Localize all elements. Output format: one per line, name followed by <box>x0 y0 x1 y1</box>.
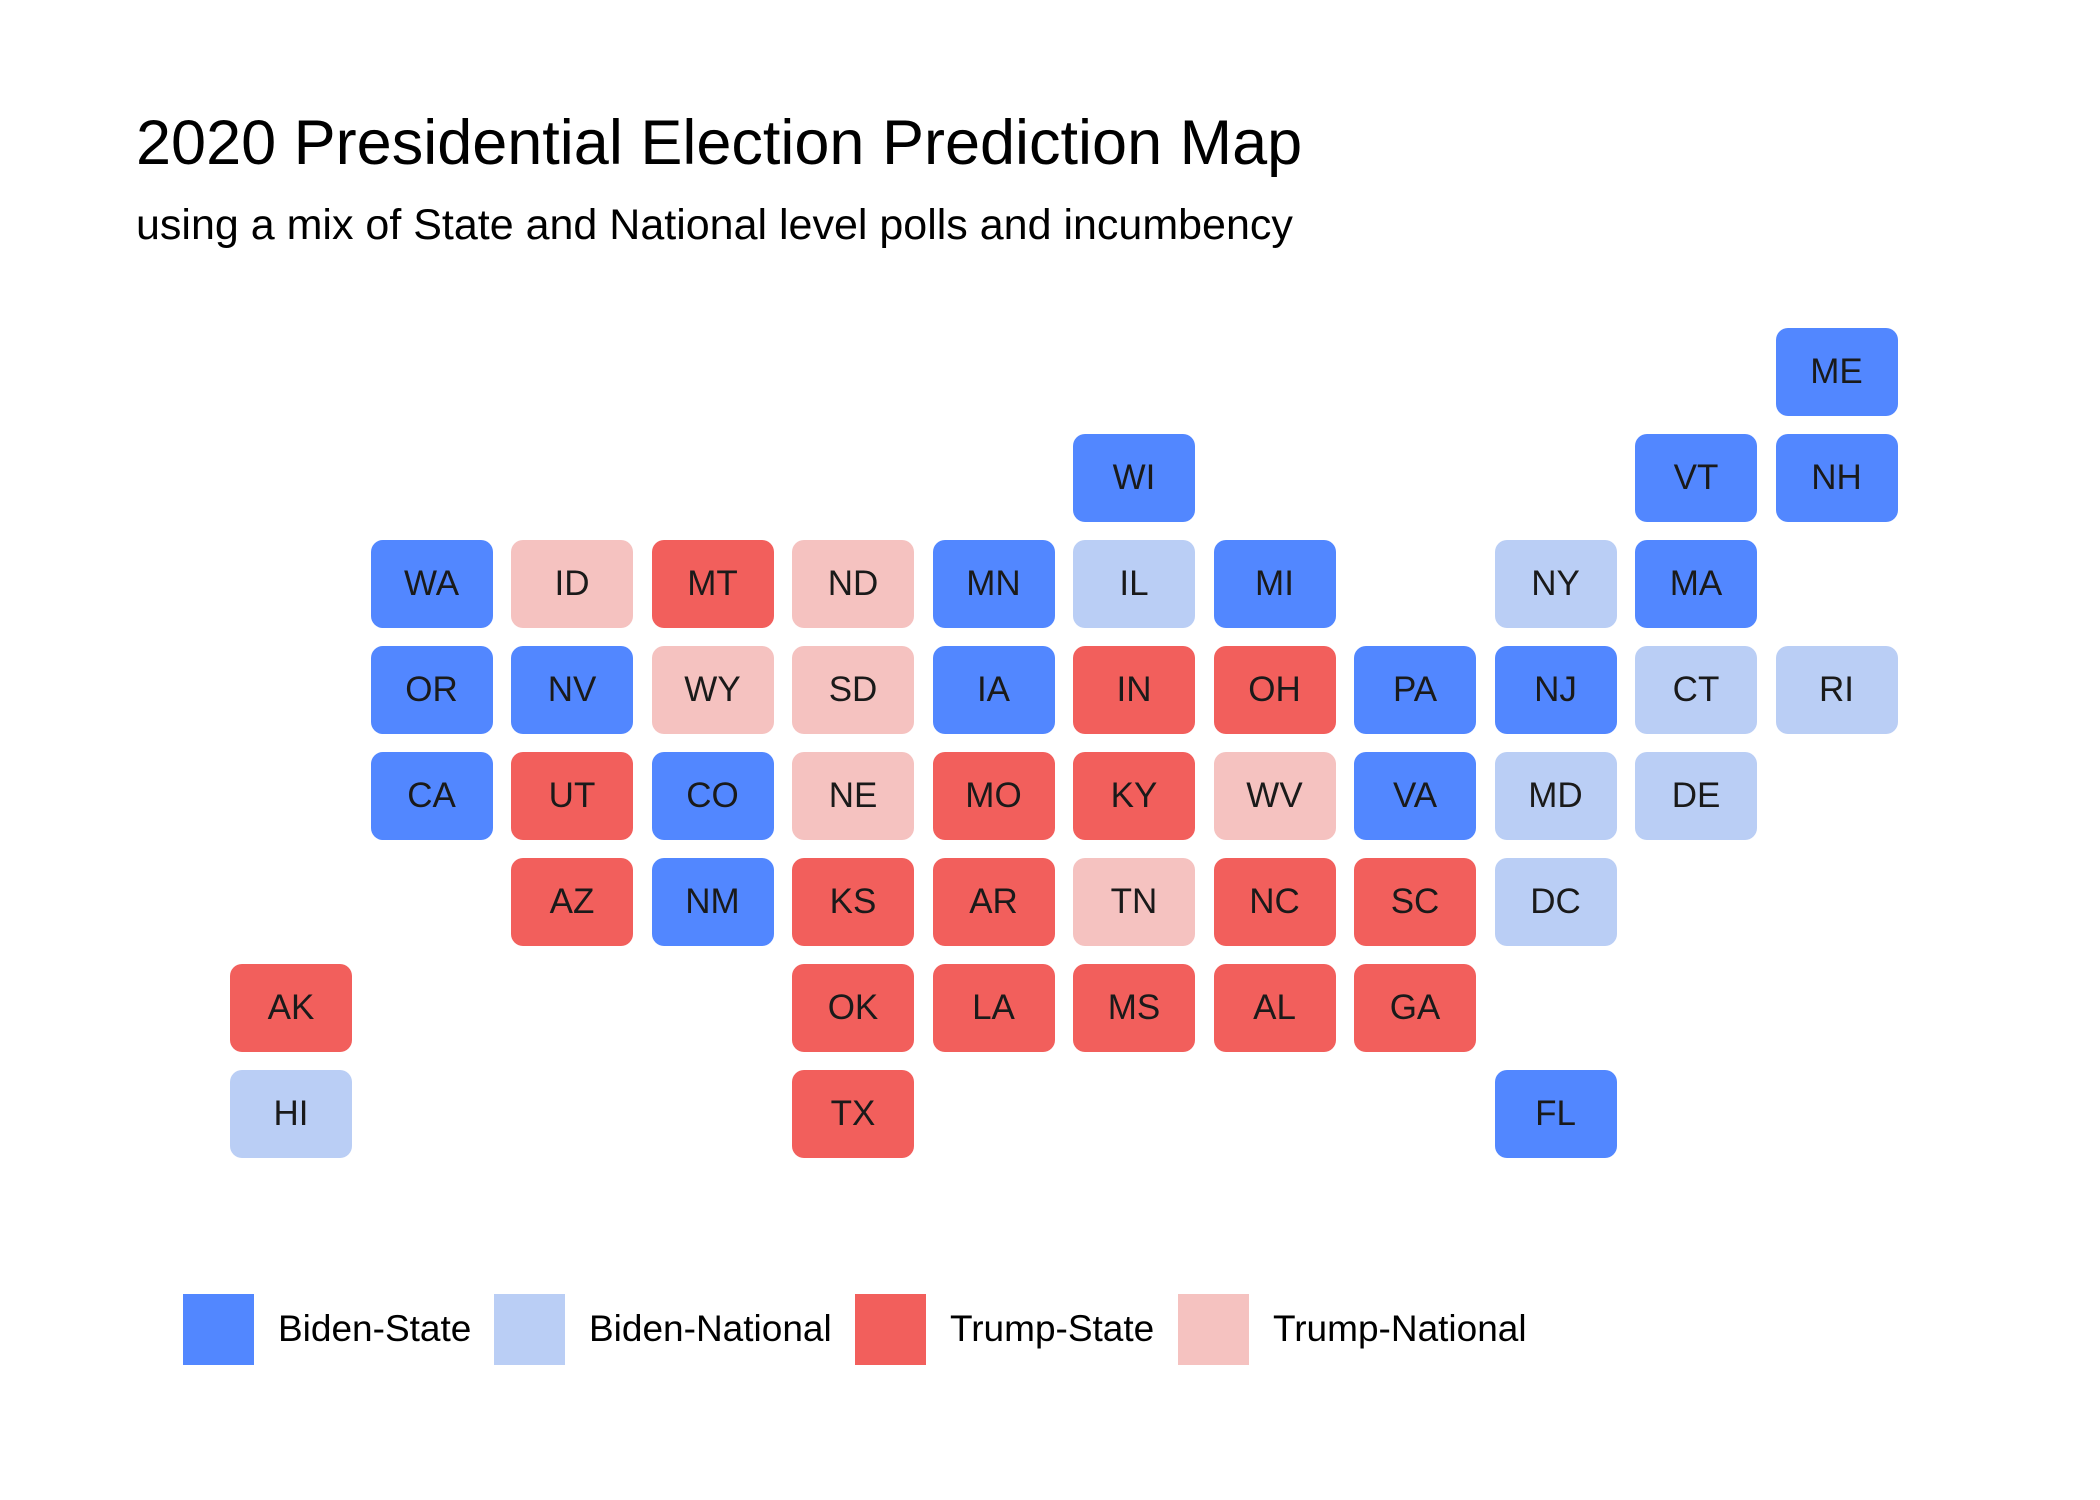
state-tile-dc: DC <box>1494 858 1617 946</box>
page-title: 2020 Presidential Election Prediction Ma… <box>136 108 1303 178</box>
state-tile-mo: MO <box>932 752 1055 840</box>
state-tile-va: VA <box>1354 752 1476 840</box>
state-tile-wv: WV <box>1213 752 1336 840</box>
state-tile-co: CO <box>651 752 774 840</box>
state-tile-ms: MS <box>1073 964 1195 1052</box>
state-tile-mn: MN <box>932 540 1055 628</box>
state-tile-la: LA <box>932 964 1055 1052</box>
state-tile-wi: WI <box>1073 434 1195 522</box>
state-tile-nc: NC <box>1213 858 1336 946</box>
state-tile-tx: TX <box>792 1070 914 1158</box>
state-tile-ca: CA <box>370 752 493 840</box>
state-tile-fl: FL <box>1494 1070 1617 1158</box>
state-tile-ok: OK <box>792 964 914 1052</box>
state-tile-ne: NE <box>792 752 914 840</box>
state-tile-nv: NV <box>511 646 633 734</box>
state-tile-il: IL <box>1073 540 1195 628</box>
state-tile-wa: WA <box>370 540 493 628</box>
state-tile-al: AL <box>1213 964 1336 1052</box>
state-tile-in: IN <box>1073 646 1195 734</box>
state-tile-ky: KY <box>1073 752 1195 840</box>
state-tile-vt: VT <box>1635 434 1757 522</box>
state-tile-ia: IA <box>932 646 1055 734</box>
state-tile-az: AZ <box>511 858 633 946</box>
state-tile-nh: NH <box>1775 434 1898 522</box>
state-tile-oh: OH <box>1213 646 1336 734</box>
state-tile-ut: UT <box>511 752 633 840</box>
state-tile-ma: MA <box>1635 540 1757 628</box>
state-tile-de: DE <box>1635 752 1757 840</box>
state-tile-ct: CT <box>1635 646 1757 734</box>
state-tile-sd: SD <box>792 646 914 734</box>
state-tile-sc: SC <box>1354 858 1476 946</box>
state-tile-ga: GA <box>1354 964 1476 1052</box>
state-tile-hi: HI <box>230 1070 352 1158</box>
state-tile-id: ID <box>511 540 633 628</box>
state-tile-me: ME <box>1775 328 1898 416</box>
state-tile-ar: AR <box>932 858 1055 946</box>
state-tile-nm: NM <box>651 858 774 946</box>
state-tile-wy: WY <box>651 646 774 734</box>
state-tile-ks: KS <box>792 858 914 946</box>
state-tile-nj: NJ <box>1494 646 1617 734</box>
state-tile-nd: ND <box>792 540 914 628</box>
state-tile-ny: NY <box>1494 540 1617 628</box>
state-tile-ri: RI <box>1775 646 1898 734</box>
state-tile-mi: MI <box>1213 540 1336 628</box>
page-subtitle: using a mix of State and National level … <box>136 201 1293 249</box>
state-tile-tn: TN <box>1073 858 1195 946</box>
state-tile-ak: AK <box>230 964 352 1052</box>
state-tile-md: MD <box>1494 752 1617 840</box>
state-tile-pa: PA <box>1354 646 1476 734</box>
state-tile-mt: MT <box>651 540 774 628</box>
state-tile-or: OR <box>370 646 493 734</box>
